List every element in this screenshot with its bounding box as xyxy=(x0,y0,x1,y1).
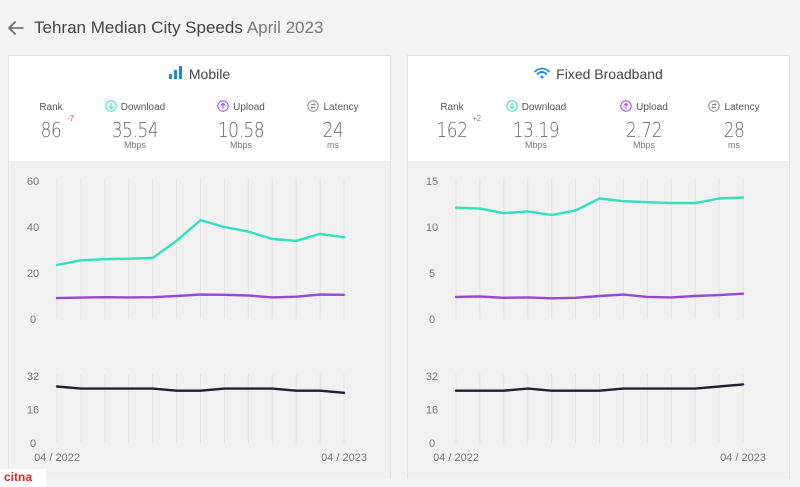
watermark-text: citna xyxy=(4,470,33,484)
mobile-latency-y-tick-label: 16 xyxy=(27,405,39,417)
mobile-latency-y-tick-label: 0 xyxy=(30,438,36,450)
fixed-latency-y-tick-label: 16 xyxy=(426,405,438,417)
signal-bars-icon xyxy=(168,66,183,82)
latency-unit: ms xyxy=(327,140,339,150)
page-title-month: April 2023 xyxy=(246,18,324,37)
rank-change: -7 xyxy=(67,114,75,123)
download-unit: Mbps xyxy=(524,140,547,150)
download-icon xyxy=(506,99,518,115)
latency-icon xyxy=(307,99,320,115)
latency-unit: ms xyxy=(728,140,740,150)
mobile-card-title-text: Mobile xyxy=(188,66,231,82)
mobile-speed-y-tick-label: 40 xyxy=(27,222,39,234)
rank-label: Rank xyxy=(440,101,464,113)
watermark-logo: citna xyxy=(0,469,46,487)
fixed-speed-y-tick-label: 5 xyxy=(429,268,435,280)
fixed-upload: Upload 2.72 Mbps xyxy=(604,99,684,150)
download-icon xyxy=(105,99,117,115)
latency-value: 24 xyxy=(322,118,344,142)
fixed-latency-latency-line xyxy=(454,383,745,392)
page-title: Tehran Median City Speeds April 2023 xyxy=(34,18,323,38)
mobile-speed-y-tick-label: 20 xyxy=(27,268,39,280)
download-label: Download xyxy=(120,101,166,113)
upload-icon xyxy=(620,99,632,115)
fixed-chart-area: 0 5 10 15 0 16 32 04 / 2022 04 / 2023 xyxy=(408,161,789,479)
fixed-speed-y-tick-label: 15 xyxy=(426,176,438,188)
fixed-latency-y-tick-label: 0 xyxy=(429,438,435,450)
rank-value: 162 xyxy=(436,118,468,142)
upload-label: Upload xyxy=(233,101,265,113)
mobile-latency-latency-line xyxy=(55,385,346,395)
upload-icon xyxy=(217,99,229,115)
mobile-chart: 0 20 40 60 0 16 32 04 / 2022 04 / 2023 xyxy=(27,176,367,464)
fixed-chart: 0 5 10 15 0 16 32 04 / 2022 04 / 2023 xyxy=(426,176,766,464)
mobile-latency-y-tick-label: 32 xyxy=(27,371,39,383)
mobile-x-tick-label-end: 04 / 2023 xyxy=(321,452,367,464)
download-value: 13.19 xyxy=(512,118,560,142)
upload-value: 2.72 xyxy=(625,118,663,142)
mobile-speed-y-tick-label: 0 xyxy=(30,314,36,326)
fixed-speed-upload-line xyxy=(454,292,745,300)
mobile-upload: Upload 10.58 Mbps xyxy=(201,99,281,150)
page-title-text: Tehran Median City Speeds xyxy=(34,18,243,37)
back-arrow-icon[interactable] xyxy=(8,19,26,37)
rank-value: 86 xyxy=(40,118,62,142)
upload-value: 10.58 xyxy=(217,118,265,142)
mobile-chart-area: 0 20 40 60 0 16 32 04 / 2022 04 / 2023 xyxy=(9,161,390,479)
download-unit: Mbps xyxy=(123,140,146,150)
fixed-metrics: Rank 162 +2 Download 13.19 Mbps Upload 2… xyxy=(408,99,789,160)
fixed-broadband-card: Fixed Broadband Rank 162 +2 Download 13.… xyxy=(407,55,790,479)
mobile-rank: Rank 86 -7 xyxy=(11,100,91,143)
upload-unit: Mbps xyxy=(632,140,655,150)
page-header: Tehran Median City Speeds April 2023 xyxy=(8,14,323,42)
mobile-card-title: Mobile xyxy=(9,66,390,82)
fixed-download: Download 13.19 Mbps xyxy=(496,99,576,150)
fixed-rank: Rank 162 +2 xyxy=(412,100,492,143)
fixed-card-title-text: Fixed Broadband xyxy=(556,66,663,82)
fixed-card-title: Fixed Broadband xyxy=(408,66,789,82)
fixed-speed-download-line xyxy=(454,196,745,217)
latency-value: 28 xyxy=(723,118,745,142)
rank-change: +2 xyxy=(472,114,482,123)
mobile-x-tick-label-start: 04 / 2022 xyxy=(34,452,80,464)
latency-label: Latency xyxy=(323,101,359,113)
mobile-speed-download-line xyxy=(55,218,346,267)
mobile-latency: Latency 24 ms xyxy=(293,99,373,150)
upload-unit: Mbps xyxy=(229,140,252,150)
wifi-icon xyxy=(534,66,551,82)
fixed-x-tick-label-start: 04 / 2022 xyxy=(433,452,479,464)
fixed-latency-y-tick-label: 32 xyxy=(426,371,438,383)
latency-label: Latency xyxy=(724,101,760,113)
mobile-speed-y-tick-label: 60 xyxy=(27,176,39,188)
fixed-latency: Latency 28 ms xyxy=(694,99,774,150)
mobile-card: Mobile Rank 86 -7 Download 35.54 Mbps Up… xyxy=(8,55,391,479)
download-value: 35.54 xyxy=(111,118,159,142)
mobile-download: Download 35.54 Mbps xyxy=(95,99,175,150)
rank-label: Rank xyxy=(39,101,63,113)
upload-label: Upload xyxy=(636,101,668,113)
latency-icon xyxy=(708,99,721,115)
download-label: Download xyxy=(521,101,567,113)
fixed-x-tick-label-end: 04 / 2023 xyxy=(720,452,766,464)
fixed-speed-y-tick-label: 10 xyxy=(426,222,438,234)
fixed-speed-y-tick-label: 0 xyxy=(429,314,435,326)
mobile-speed-upload-line xyxy=(55,293,346,300)
mobile-metrics: Rank 86 -7 Download 35.54 Mbps Upload 10… xyxy=(9,99,390,160)
